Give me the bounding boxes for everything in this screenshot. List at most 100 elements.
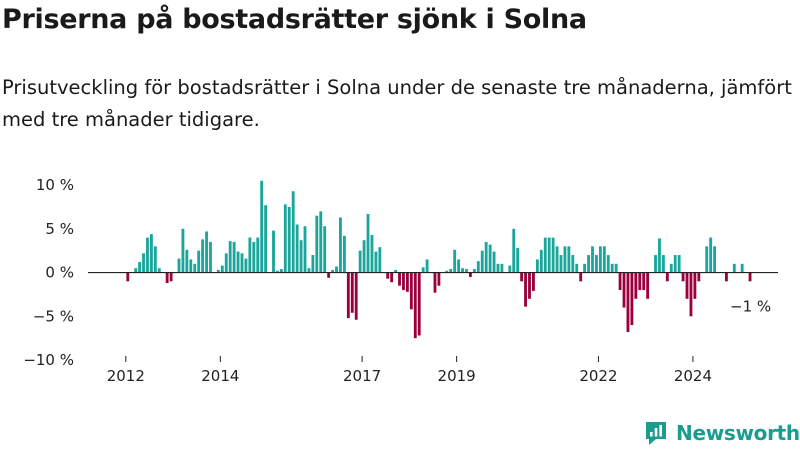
bar: [311, 255, 315, 273]
bar: [402, 272, 405, 291]
bar: [181, 228, 185, 273]
bar: [339, 217, 342, 273]
bar: [421, 267, 425, 273]
bar: [457, 259, 461, 273]
brand-name: Newsworthy: [676, 421, 800, 445]
bar: [642, 272, 646, 291]
bar: [579, 272, 583, 282]
newsworthy-icon: [646, 422, 666, 445]
bar: [205, 231, 208, 273]
x-tick-label: 2024: [674, 367, 712, 385]
bar: [598, 246, 602, 273]
bar: [606, 255, 610, 273]
bar: [157, 268, 161, 273]
bar: [575, 263, 579, 273]
bar: [264, 205, 268, 273]
bar: [618, 272, 622, 291]
bar: [685, 272, 689, 299]
bar: [146, 237, 149, 273]
bar: [405, 272, 409, 292]
bar: [480, 250, 484, 273]
bar: [295, 224, 299, 273]
bar: [193, 263, 197, 273]
bar: [346, 272, 350, 319]
bar: [559, 255, 563, 273]
bar: [484, 241, 488, 273]
bar: [555, 246, 559, 273]
bar: [378, 247, 382, 273]
bar: [287, 206, 291, 273]
bar: [126, 272, 130, 282]
bar: [437, 272, 441, 286]
bar: [693, 272, 697, 299]
bar: [543, 237, 547, 273]
bar: [307, 268, 311, 273]
bar: [319, 211, 323, 273]
bar: [185, 249, 189, 273]
bar: [488, 244, 492, 273]
bar: [512, 228, 516, 273]
bar: [622, 272, 626, 308]
bar: [591, 246, 594, 273]
bar: [228, 241, 232, 273]
bar: [394, 269, 398, 273]
bar: [165, 272, 169, 284]
bar: [149, 234, 153, 273]
bar: [366, 213, 370, 273]
bar: [299, 240, 303, 273]
bar: [390, 272, 394, 283]
bar: [476, 261, 480, 273]
bar: [453, 249, 457, 273]
bar: [602, 246, 606, 273]
bar: [654, 255, 657, 273]
bar: [748, 272, 752, 282]
bar: [705, 246, 709, 273]
bar: [142, 253, 145, 273]
bar: [224, 253, 228, 273]
bar: [256, 237, 260, 273]
bar: [449, 269, 453, 273]
bar: [413, 272, 417, 339]
bar: [520, 272, 524, 282]
bar: [665, 272, 669, 282]
bar: [532, 272, 535, 291]
bar: [677, 255, 681, 273]
bar: [134, 268, 138, 273]
bar: [626, 272, 630, 333]
bar: [189, 259, 193, 273]
bar: [370, 234, 374, 273]
bar: [563, 246, 567, 273]
bar: [409, 272, 413, 310]
bar: [362, 240, 366, 273]
bar: [303, 226, 307, 273]
bar: [508, 265, 512, 273]
bar: [272, 230, 275, 273]
bar: [681, 272, 685, 282]
bar: [201, 239, 205, 273]
y-tick-label: −5 %: [33, 307, 74, 325]
bar: [342, 235, 346, 273]
bar: [724, 272, 728, 282]
bar: [539, 249, 543, 273]
bar: [472, 269, 476, 273]
bar: [496, 263, 500, 273]
bar: [169, 272, 173, 282]
bar: [630, 272, 634, 326]
bar: [354, 272, 358, 320]
chart-subtitle: Prisutveckling för bostadsrätter i Solna…: [2, 76, 792, 131]
bar: [232, 241, 236, 273]
bar: [279, 269, 283, 273]
bar: [445, 270, 449, 273]
bar: [669, 263, 673, 273]
bar: [614, 263, 618, 273]
bar: [209, 241, 212, 273]
bar: [331, 269, 334, 273]
bar: [516, 248, 520, 273]
bar: [398, 272, 401, 286]
bar: [634, 272, 638, 299]
bar: [571, 255, 575, 273]
bar: [358, 250, 362, 273]
bar: [220, 265, 224, 273]
bar: [374, 251, 378, 273]
bar: [291, 191, 295, 273]
